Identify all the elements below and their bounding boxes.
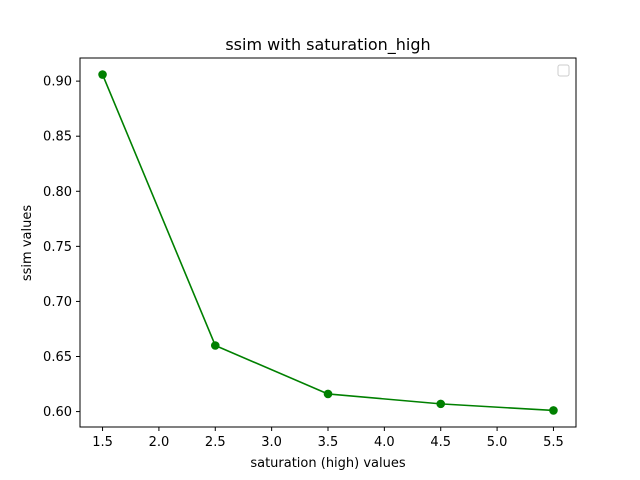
y-axis-label: ssim values (20, 205, 35, 281)
y-tick-label: 0.85 (43, 130, 72, 145)
x-tick-label: 2.5 (205, 435, 226, 450)
data-point (98, 70, 107, 79)
y-tick-label: 0.70 (43, 295, 72, 310)
data-point (210, 341, 220, 350)
data-point (436, 399, 446, 409)
y-tick-label: 0.75 (43, 240, 72, 255)
y-tick-label: 0.80 (43, 185, 72, 200)
x-tick-label: 4.0 (374, 435, 395, 450)
chart-title: ssim with saturation_high (225, 35, 430, 55)
x-tick-label: 2.0 (149, 435, 170, 450)
x-axis-label: saturation (high) values (250, 456, 406, 471)
x-tick-label: 5.5 (543, 435, 564, 450)
plot-area: 1.5 2.0 2.5 3.0 3.5 4.0 4.5 5.0 5.5 0.60 0.65 0.70 0… (43, 57, 577, 450)
x-tick-label: 4.5 (430, 435, 451, 450)
y-tick-label: 0.90 (43, 75, 72, 90)
y-tick-label: 0.60 (43, 405, 72, 420)
legend-box[interactable] (557, 64, 570, 77)
data-point (549, 406, 558, 415)
x-tick-label: 3.5 (318, 435, 339, 450)
x-tick-label: 1.5 (92, 435, 113, 450)
x-tick-label: 5.0 (487, 435, 508, 450)
data-point (323, 389, 333, 399)
axes-frame (79, 57, 577, 428)
y-tick-label: 0.65 (43, 350, 72, 365)
x-tick-label: 3.0 (261, 435, 282, 450)
